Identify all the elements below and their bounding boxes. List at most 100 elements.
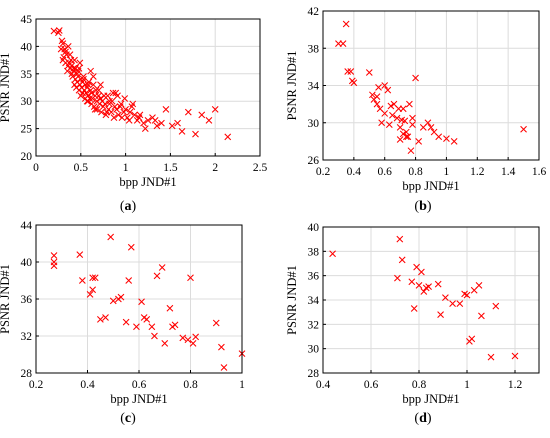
data-point — [141, 125, 149, 132]
y-tick-label: 32 — [21, 331, 33, 343]
y-tick-label: 30 — [308, 118, 320, 130]
x-tick-label: 0 — [33, 162, 39, 174]
data-point — [168, 122, 176, 130]
x-tick-label: 1 — [444, 166, 450, 178]
data-point — [80, 75, 87, 83]
y-tick-label: 32 — [308, 319, 320, 331]
panel-caption-letter: b — [419, 199, 427, 214]
data-point — [449, 300, 456, 308]
data-point — [103, 108, 111, 116]
data-point — [78, 277, 86, 284]
y-tick-label: 42 — [308, 6, 320, 18]
data-point — [192, 333, 200, 341]
data-point — [409, 121, 416, 128]
data-point — [347, 68, 355, 75]
data-point — [114, 92, 121, 100]
data-point — [396, 124, 404, 131]
data-point — [64, 43, 72, 50]
plot-area — [36, 19, 260, 156]
panel-d-chart: 0.4 0.6 0.8 1 1.2 28 30 32 34 36 38 40 bpp JND#1 PSNR… — [285, 222, 540, 426]
data-point — [412, 74, 419, 82]
panel-c-chart: 0.2 0.4 0.6 0.8 1 28 32 36 40 44 bpp JND#1 PSNR JND… — [0, 220, 246, 426]
data-point — [418, 268, 425, 276]
data-point — [166, 304, 174, 312]
data-point — [71, 56, 78, 64]
data-point — [212, 319, 220, 327]
data-point — [375, 83, 382, 91]
data-point — [76, 59, 84, 67]
x-tick-label: 1 — [123, 162, 129, 174]
x-tick-label: 0.6 — [378, 166, 393, 178]
data-point — [184, 108, 192, 116]
data-point — [381, 110, 389, 117]
data-point — [122, 318, 130, 326]
data-point — [100, 92, 108, 100]
data-point — [121, 95, 129, 102]
data-point — [91, 274, 99, 282]
data-point — [102, 314, 109, 321]
data-point — [174, 119, 181, 127]
data-point — [406, 100, 413, 108]
x-tick-label: 1 — [464, 379, 470, 391]
data-point — [189, 340, 197, 347]
data-point — [106, 97, 113, 105]
axes-frame — [322, 226, 540, 374]
data-point — [80, 73, 87, 80]
data-point — [92, 86, 100, 94]
y-tick-label: 45 — [21, 14, 33, 26]
data-point — [161, 340, 169, 347]
data-point — [442, 294, 449, 301]
y-tick-label: 38 — [308, 246, 320, 258]
data-point — [427, 124, 435, 131]
y-tick-label: 44 — [21, 220, 33, 232]
data-point — [107, 233, 115, 241]
data-point — [143, 315, 151, 323]
data-point — [109, 297, 117, 305]
data-point — [408, 278, 416, 286]
data-point — [144, 117, 152, 124]
data-point — [126, 108, 134, 116]
data-point — [131, 111, 138, 119]
data-point — [87, 67, 95, 75]
data-point — [398, 256, 406, 264]
data-point — [456, 300, 464, 308]
data-point — [117, 293, 125, 301]
data-point — [158, 119, 165, 127]
data-point — [97, 315, 104, 323]
y-tick-label: 30 — [308, 344, 320, 356]
data-point — [192, 130, 199, 138]
data-point — [89, 73, 97, 80]
data-point — [384, 86, 392, 94]
data-point — [74, 67, 82, 75]
data-point — [55, 29, 62, 37]
data-point — [117, 100, 125, 108]
data-point — [162, 106, 170, 113]
data-point — [88, 89, 95, 97]
data-point — [402, 133, 410, 141]
data-point — [113, 106, 121, 113]
data-point — [97, 81, 104, 89]
data-point — [66, 51, 74, 58]
data-point — [329, 250, 336, 258]
data-point — [478, 312, 485, 320]
y-axis-label: PSNR JND#1 — [285, 265, 299, 335]
x-tick-label: 0.6 — [132, 379, 147, 391]
x-tick-label: 0.8 — [412, 379, 427, 391]
data-point — [89, 274, 97, 282]
panel-caption: (c) — [120, 411, 136, 426]
data-point — [187, 274, 194, 282]
data-point — [140, 119, 147, 127]
data-point — [76, 251, 84, 258]
panel-b-chart: 0.2 0.4 0.6 0.8 1 1.2 1.4 1.6 26 30 34 38 42 bpp JND#… — [285, 6, 546, 214]
x-tick-label: 1.2 — [470, 166, 485, 178]
data-point — [468, 335, 476, 343]
data-point — [415, 138, 423, 145]
data-point — [492, 302, 500, 310]
data-point — [171, 321, 179, 329]
data-point — [389, 111, 396, 119]
data-point — [396, 136, 404, 143]
x-tick-label: 1.4 — [501, 166, 516, 178]
y-tick-label: 25 — [21, 124, 33, 136]
data-point — [50, 262, 58, 270]
data-point — [61, 45, 69, 53]
